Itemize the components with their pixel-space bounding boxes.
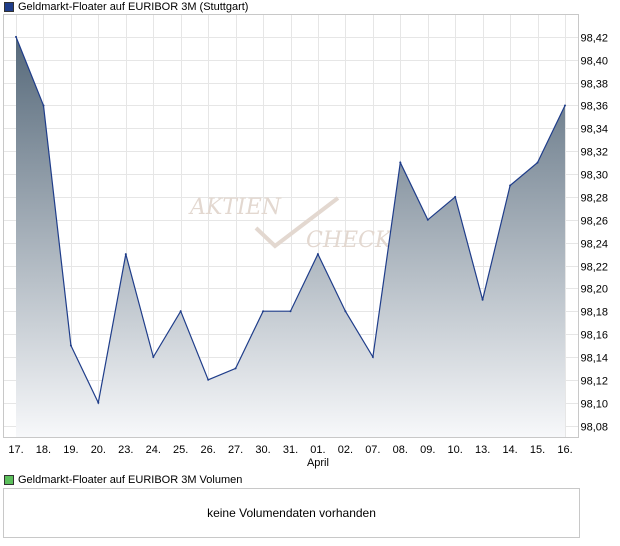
x-tick-label: 02.	[338, 444, 353, 456]
x-tick-label: 09.	[420, 444, 435, 456]
price-point	[399, 161, 402, 164]
y-tick-label: 98,18	[580, 307, 608, 319]
y-tick-label: 98,08	[580, 422, 608, 434]
x-tick-label: 07.	[365, 444, 380, 456]
price-point	[564, 104, 566, 107]
y-tick-label: 98,38	[580, 79, 608, 91]
y-tick-label: 98,28	[580, 193, 608, 205]
x-tick-label: 15.	[530, 444, 545, 456]
price-point	[371, 356, 374, 358]
price-point	[509, 184, 512, 187]
x-tick-label: 24.	[146, 444, 161, 456]
price-point	[124, 253, 127, 256]
price-point	[69, 344, 72, 347]
watermark-check: CHECK	[306, 228, 393, 253]
price-point	[454, 195, 457, 198]
x-axis-labels: 17. 18. 19. 20. 23. 24. 25. 26. 27. 30. 31. 01. 02. 0…	[8, 444, 572, 469]
x-tick-label: 14.	[502, 444, 517, 456]
price-point	[536, 161, 539, 164]
x-tick-label: 17.	[8, 444, 23, 456]
price-point	[15, 35, 17, 38]
x-tick-label: 01.	[310, 444, 325, 456]
price-point	[426, 218, 429, 221]
y-tick-label: 98,24	[580, 239, 608, 251]
price-legend-label: Geldmarkt-Floater auf EURIBOR 3M (Stuttg…	[18, 1, 249, 13]
price-point	[179, 310, 182, 313]
y-tick-label: 98,12	[580, 376, 608, 388]
x-tick-label: 31.	[283, 444, 298, 456]
price-area	[15, 35, 566, 438]
price-legend: Geldmarkt-Floater auf EURIBOR 3M (Stuttg…	[4, 0, 248, 14]
volume-panel: keine Volumendaten vorhanden	[3, 488, 580, 538]
x-tick-label: 26.	[201, 444, 216, 456]
price-chart: AKTIEN CHECK 98,0898,1098,1298,1498,1698…	[3, 14, 608, 469]
y-axis-labels: 98,08 98,10 98,12 98,14 98,16 98,18 98,20 98,22…	[580, 33, 608, 434]
watermark: AKTIEN CHECK	[188, 195, 393, 253]
x-tick-label: 13.	[475, 444, 490, 456]
price-legend-swatch	[4, 2, 14, 12]
volume-empty-message: keine Volumendaten vorhanden	[207, 506, 376, 520]
x-tick-label: 25.	[173, 444, 188, 456]
y-tick-label: 98,26	[580, 216, 608, 228]
price-point	[481, 298, 484, 301]
watermark-aktien: AKTIEN	[188, 195, 282, 220]
y-tick-label: 98,20	[580, 284, 608, 296]
price-point	[42, 104, 45, 107]
y-tick-label: 98,40	[580, 56, 608, 68]
y-tick-label: 98,34	[580, 124, 608, 136]
x-tick-label: 30.	[255, 444, 270, 456]
y-tick-label: 98,22	[580, 262, 608, 274]
price-point	[207, 378, 210, 381]
y-tick-label: 98,14	[580, 353, 608, 365]
volume-legend-label: Geldmarkt-Floater auf EURIBOR 3M Volumen	[18, 474, 243, 486]
x-tick-label: 08.	[393, 444, 408, 456]
y-tick-label: 98,16	[580, 330, 608, 342]
price-point	[289, 310, 292, 313]
x-tick-label: 10.	[448, 444, 463, 456]
plot-frame	[3, 14, 579, 438]
volume-legend: Geldmarkt-Floater auf EURIBOR 3M Volumen	[4, 473, 242, 487]
x-tick-label: 27.	[228, 444, 243, 456]
price-point	[262, 310, 265, 313]
price-point	[97, 401, 100, 404]
price-area-fill	[16, 36, 565, 438]
x-month-label: April	[307, 457, 329, 469]
x-tick-label: 18.	[36, 444, 51, 456]
y-tick-label: 98,30	[580, 170, 608, 182]
y-tick-label: 98,10	[580, 399, 608, 411]
volume-legend-swatch	[4, 475, 14, 485]
price-point	[152, 356, 155, 358]
x-tick-label: 20.	[91, 444, 106, 456]
y-tick-label: 98,32	[580, 147, 608, 159]
x-tick-label: 16.	[557, 444, 572, 456]
x-tick-label: 19.	[63, 444, 78, 456]
watermark-check-icon	[254, 196, 340, 249]
price-point	[316, 253, 319, 256]
y-tick-label: 98,36	[580, 101, 608, 113]
price-point	[344, 310, 347, 313]
y-tick-label: 98,42	[580, 33, 608, 45]
price-point	[234, 367, 237, 370]
x-tick-label: 23.	[118, 444, 133, 456]
